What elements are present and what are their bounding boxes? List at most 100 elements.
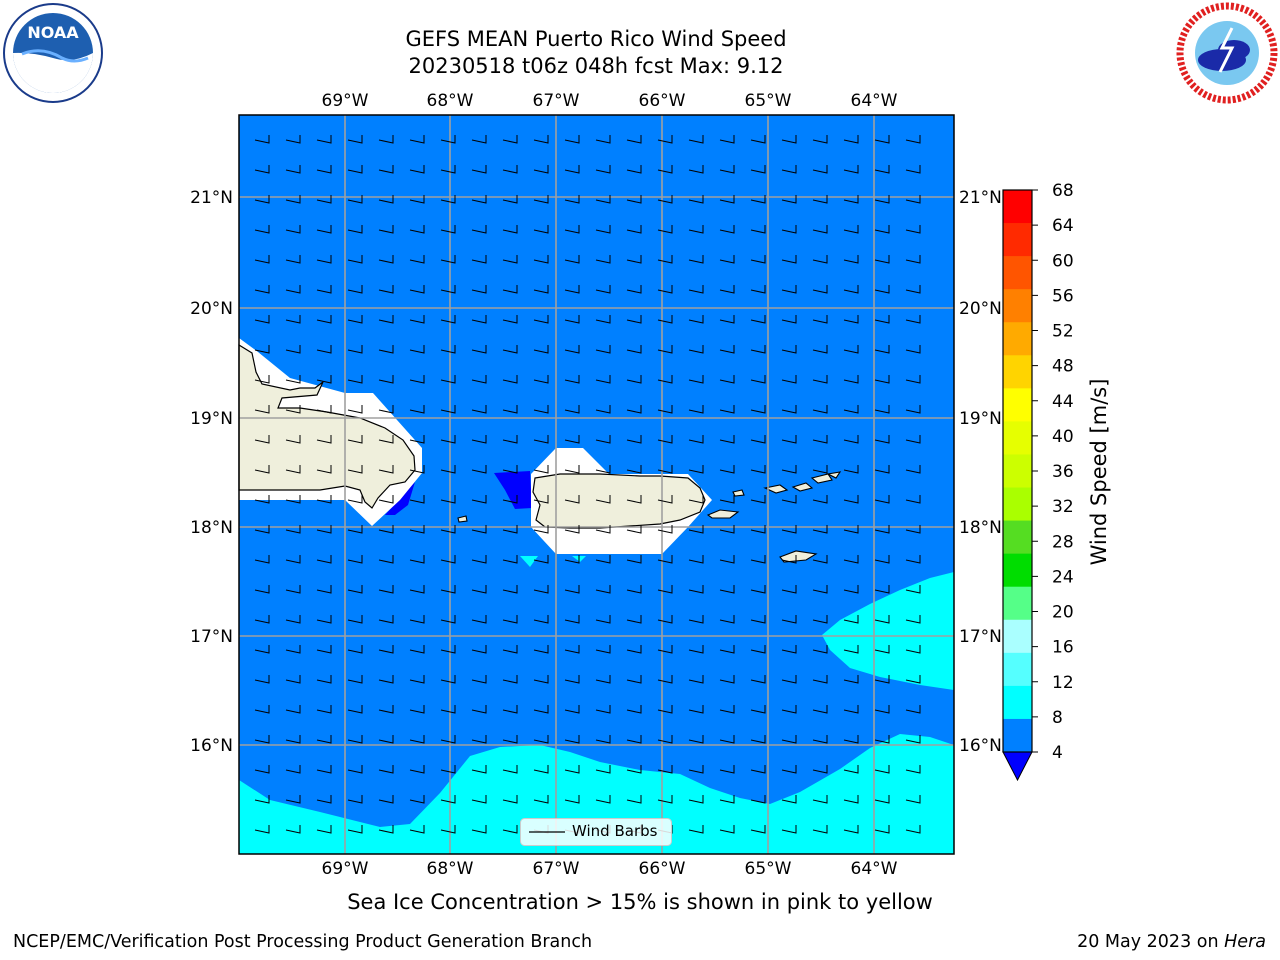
wind-barb <box>750 255 766 264</box>
wind-barb <box>316 765 332 774</box>
wind-barb <box>440 165 456 174</box>
wind-barb <box>719 195 735 204</box>
wind-barb <box>409 495 425 504</box>
wind-barb <box>471 555 487 564</box>
colorbar-band <box>1003 586 1032 621</box>
wind-barb <box>781 735 797 744</box>
wind-barb <box>378 615 394 624</box>
wind-barb <box>657 465 673 474</box>
wind-barb <box>688 495 704 504</box>
wind-barb <box>812 795 828 804</box>
lon-tick-top-label: 64°W <box>851 91 898 111</box>
wind-barb <box>502 195 518 204</box>
wind-barb <box>316 585 332 594</box>
lat-tick-left-label: 19°N <box>190 409 233 429</box>
wind-barb <box>378 465 394 474</box>
wind-barb <box>347 585 363 594</box>
wind-barb <box>254 315 270 324</box>
lat-tick-right-label: 19°N <box>959 409 1002 429</box>
wind-barb <box>657 315 673 324</box>
wind-barb <box>502 315 518 324</box>
wind-barb <box>626 435 642 444</box>
wind-barb <box>378 165 394 174</box>
wind-barb <box>595 255 611 264</box>
wind-barb <box>874 315 890 324</box>
colorbar-band <box>1003 190 1032 224</box>
wind-barb <box>471 405 487 414</box>
wind-barb <box>595 435 611 444</box>
footer-date: 20 May 2023 on Hera <box>1077 932 1266 952</box>
wind-barb <box>843 345 859 354</box>
wind-barb <box>564 765 580 774</box>
wind-barb <box>874 405 890 414</box>
wind-barb <box>254 465 270 474</box>
lon-tick-bottom-label: 64°W <box>851 859 898 879</box>
wind-barb <box>750 225 766 234</box>
wind-barb <box>595 705 611 714</box>
wind-barb <box>409 705 425 714</box>
wind-barb <box>285 495 301 504</box>
wind-barb <box>905 165 921 174</box>
wind-barb <box>719 345 735 354</box>
lon-tick-bottom-label: 66°W <box>639 859 686 879</box>
wind-barb <box>285 195 301 204</box>
wind-barb <box>316 225 332 234</box>
wind-barb <box>750 435 766 444</box>
wind-barb <box>285 225 301 234</box>
wind-barb <box>750 645 766 654</box>
wind-barb <box>533 165 549 174</box>
wind-barb <box>564 645 580 654</box>
wind-barb <box>285 615 301 624</box>
wind-barb <box>285 675 301 684</box>
wind-barb <box>471 585 487 594</box>
wind-barb <box>626 645 642 654</box>
wind-barb <box>626 495 642 504</box>
wind-barb <box>254 825 270 834</box>
wind-barb <box>657 795 673 804</box>
wind-barb <box>471 465 487 474</box>
wind-barb <box>688 345 704 354</box>
wind-barb <box>254 435 270 444</box>
wind-barb <box>378 375 394 384</box>
wind-barb <box>626 195 642 204</box>
wind-barb <box>750 585 766 594</box>
wind-barb <box>781 645 797 654</box>
wind-barb <box>440 225 456 234</box>
wind-barb <box>378 585 394 594</box>
wind-barb <box>905 495 921 504</box>
wind-barb <box>347 345 363 354</box>
colorbar-tick-label: 12 <box>1052 673 1074 693</box>
wind-barb <box>564 495 580 504</box>
noaa-logo-text: NOAA <box>27 23 79 42</box>
wind-barb <box>626 795 642 804</box>
wind-barb <box>471 165 487 174</box>
wind-barb <box>843 495 859 504</box>
wind-barb <box>409 405 425 414</box>
wind-barb <box>595 765 611 774</box>
wind-barb <box>533 405 549 414</box>
wind-barb <box>254 615 270 624</box>
wind-barb <box>378 345 394 354</box>
wind-barb <box>905 285 921 294</box>
wind-barb <box>409 285 425 294</box>
wind-barb <box>471 375 487 384</box>
wind-barb <box>564 465 580 474</box>
wind-barb <box>781 345 797 354</box>
wind-barb <box>626 285 642 294</box>
wind-barb <box>750 405 766 414</box>
wind-barb <box>471 675 487 684</box>
wind-barb <box>409 225 425 234</box>
wind-barb <box>688 225 704 234</box>
wind-barb <box>750 465 766 474</box>
wind-barb <box>719 255 735 264</box>
wind-barb <box>657 645 673 654</box>
wind-barb <box>316 525 332 534</box>
wind-barb <box>471 795 487 804</box>
wind-barb <box>285 435 301 444</box>
wind-barb <box>905 795 921 804</box>
wind-barbs-legend: Wind Barbs <box>520 818 672 846</box>
wind-barb <box>812 645 828 654</box>
wind-barb <box>409 435 425 444</box>
wind-barb <box>843 645 859 654</box>
